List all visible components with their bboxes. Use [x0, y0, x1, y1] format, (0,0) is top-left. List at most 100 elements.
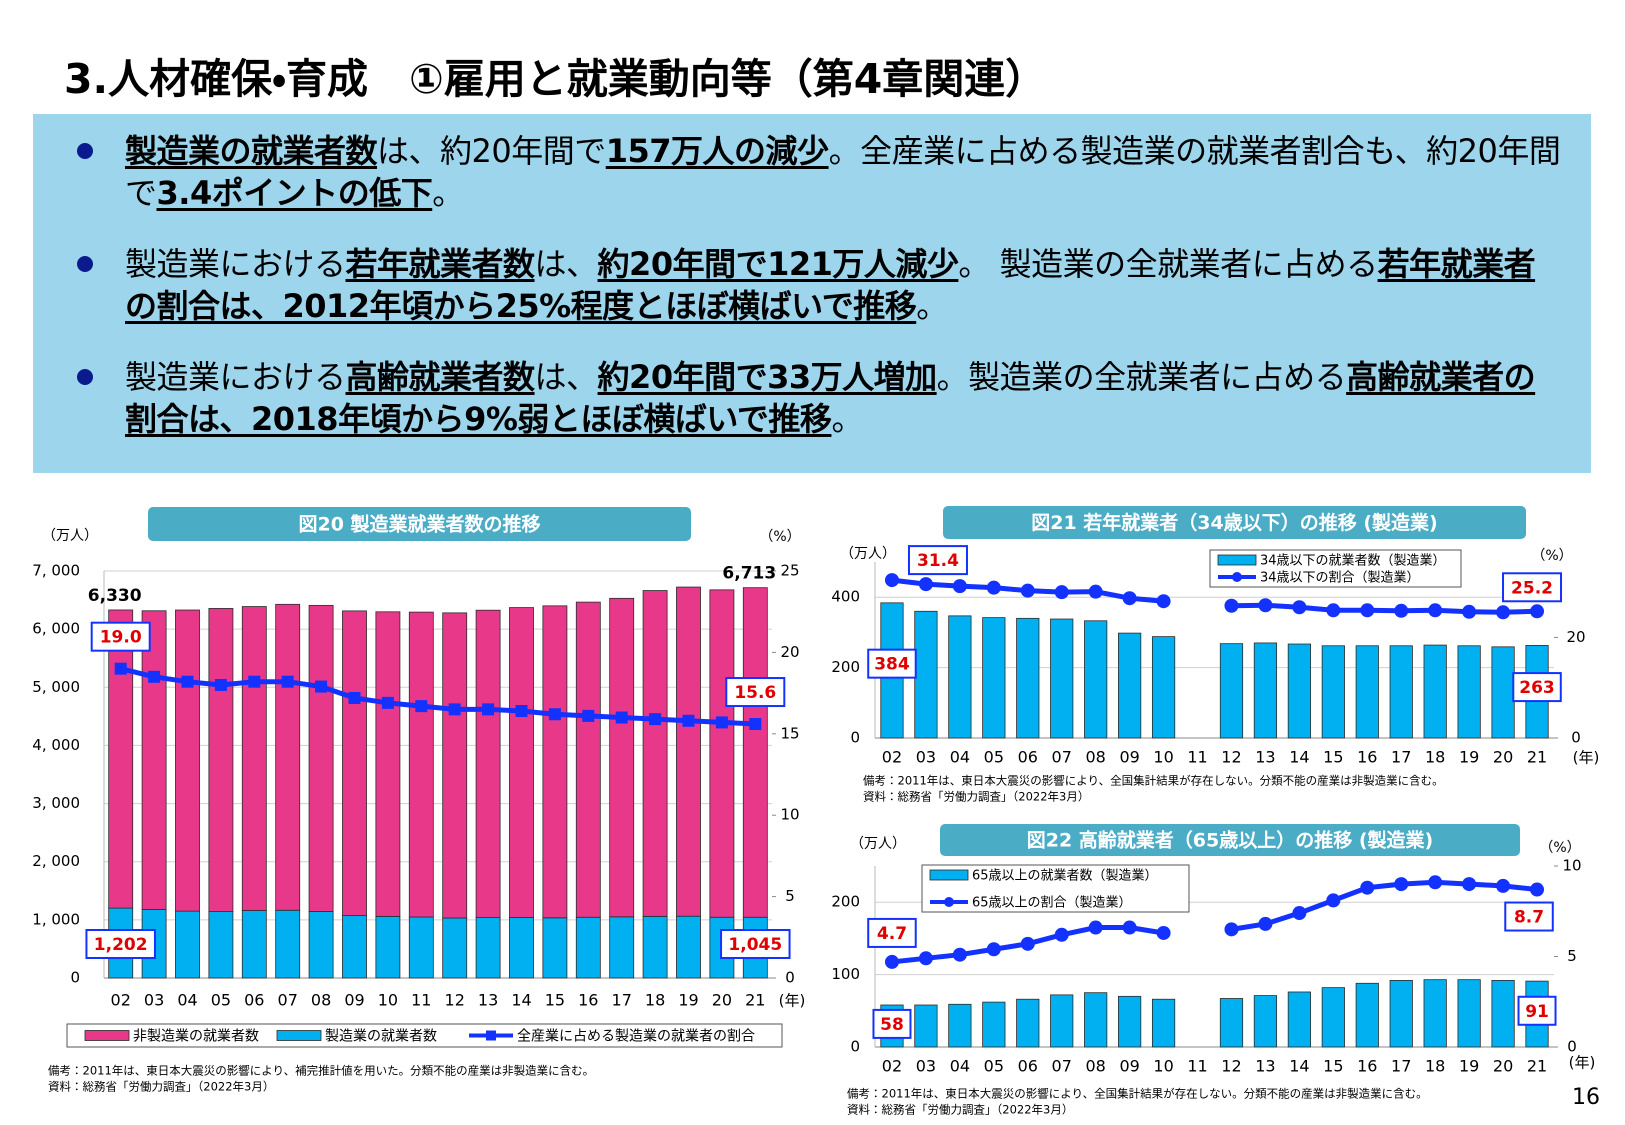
legend-swatch: [1217, 554, 1257, 566]
bar: [442, 612, 468, 919]
bar: [642, 590, 668, 917]
bar: [1016, 998, 1040, 1048]
x-tick-label: 10: [378, 991, 398, 1010]
x-tick-label: 15: [1323, 1057, 1343, 1076]
bar: [642, 915, 668, 979]
bullet: 製造業における若年就業者数は、約20年間で121万人減少。 製造業の全就業者に占…: [77, 243, 1561, 327]
chart-title: 図22 高齢就業者（65歳以上）の推移 (製造業): [1027, 829, 1433, 852]
x-unit: (年): [1573, 749, 1600, 767]
x-tick-label: 21: [1527, 748, 1547, 767]
x-tick-label: 14: [511, 991, 531, 1010]
data-label: 19.0: [100, 628, 142, 648]
legend-label: 非製造業の就業者数: [133, 1029, 259, 1045]
emphasis-text: 高齢就業者数: [345, 358, 536, 396]
chart-title-box: [148, 507, 691, 541]
x-tick-label: 16: [1357, 748, 1377, 767]
bullet-text: 。全産業に占める製造業の就業者割合も、約20年間で: [125, 132, 1561, 212]
data-label: 58: [880, 1015, 904, 1035]
line-marker: [952, 947, 967, 962]
y-tick-label: 6, 000: [32, 620, 80, 638]
line-marker: [381, 696, 394, 709]
bar: [308, 911, 334, 979]
y2-tick-label: 15: [780, 724, 799, 742]
chart-note: 備考：2011年は、東日本大震災の影響により、全国集計結果が存在しない。分類不能…: [847, 1087, 1428, 1101]
line-marker: [415, 700, 428, 713]
bar: [1287, 991, 1311, 1048]
data-label-box: [725, 677, 786, 708]
x-tick-label: 15: [545, 991, 565, 1010]
line-marker: [682, 714, 695, 727]
bar: [1151, 636, 1176, 739]
y2-tick-label: 10: [1562, 857, 1581, 875]
legend-swatch: [84, 1030, 130, 1041]
line-marker: [248, 675, 261, 688]
bar: [1118, 632, 1142, 739]
bar: [175, 609, 200, 912]
bar: [1491, 979, 1515, 1048]
line-marker: [1258, 916, 1273, 931]
bullet-text: 。 製造業の全就業者に占める: [958, 245, 1378, 283]
legend-marker: [1232, 572, 1242, 582]
line-marker: [1224, 922, 1239, 937]
x-tick-label: 08: [311, 991, 331, 1010]
bar: [408, 611, 434, 918]
y-tick-label: 0: [70, 969, 80, 987]
y-tick-label: 3, 000: [32, 794, 80, 812]
chart-note: 備考：2011年は、東日本大震災の影響により、全国集計結果が存在しない。分類不能…: [863, 774, 1444, 788]
chart-title: 図20 製造業就業者数の推移: [298, 513, 540, 536]
line-marker: [1088, 584, 1103, 599]
y2-unit: （%）: [759, 529, 800, 545]
bar: [609, 916, 635, 979]
line-marker: [1224, 598, 1239, 613]
y-tick-label: 0: [850, 729, 860, 747]
bar: [1050, 618, 1074, 739]
x-tick-label: 06: [244, 991, 264, 1010]
bar: [475, 609, 501, 918]
line-marker: [1156, 925, 1171, 940]
bullet-text: 。製造業の全就業者に占める: [936, 358, 1347, 396]
bar: [1151, 998, 1176, 1048]
data-label: 263: [1519, 678, 1555, 698]
y2-tick-label: 20: [1566, 628, 1585, 646]
x-tick-label: 03: [916, 748, 936, 767]
x-tick-label: 17: [612, 991, 632, 1010]
bullet-text: 。: [916, 287, 948, 325]
data-label: 15.6: [734, 683, 776, 703]
data-label-box: [1517, 995, 1557, 1026]
bullet-text: 製造業における: [125, 358, 346, 396]
line-marker: [1496, 605, 1511, 620]
chart-note: 備考：2011年は、東日本大震災の影響により、補完推計値を用いた。分類不能の産業…: [48, 1064, 594, 1078]
x-tick-label: 08: [1085, 748, 1105, 767]
legend-label: 34歳以下の就業者数（製造業）: [1260, 553, 1446, 569]
x-tick-label: 05: [984, 1057, 1004, 1076]
x-tick-label: 09: [1119, 748, 1139, 767]
bar: [948, 1003, 972, 1048]
y2-tick-label: 0: [1567, 1038, 1577, 1056]
x-tick-label: 08: [1085, 1057, 1105, 1076]
bar: [241, 910, 267, 979]
bar: [475, 917, 501, 979]
emphasis-text: 若年就業者の割合は、2012年頃から25%程度とほぼ横ばいで推移: [125, 245, 1536, 325]
x-tick-label: 16: [578, 991, 598, 1010]
line-marker: [181, 675, 194, 688]
x-tick-label: 09: [344, 991, 364, 1010]
line-marker: [1156, 594, 1171, 609]
line-marker: [615, 711, 628, 724]
line-marker: [1394, 877, 1409, 892]
data-label-box: [872, 1008, 912, 1039]
line-marker: [515, 705, 528, 718]
bar: [275, 603, 301, 911]
chart-title-box: [940, 824, 1520, 856]
y2-tick-label: 25: [780, 562, 799, 580]
bullet: 製造業における高齢就業者数は、約20年間で33万人増加。製造業の全就業者に占める…: [77, 356, 1561, 440]
bar: [1016, 617, 1040, 739]
bar: [1219, 998, 1244, 1048]
data-label-box: [907, 545, 968, 576]
total-label: 6,330: [88, 586, 142, 606]
bar: [1457, 979, 1481, 1048]
y-tick-label: 5, 000: [32, 678, 80, 696]
bullet-text: 製造業における: [125, 245, 346, 283]
y-tick-label: 4, 000: [32, 736, 80, 754]
line-marker: [1054, 927, 1069, 942]
bar: [575, 601, 601, 918]
